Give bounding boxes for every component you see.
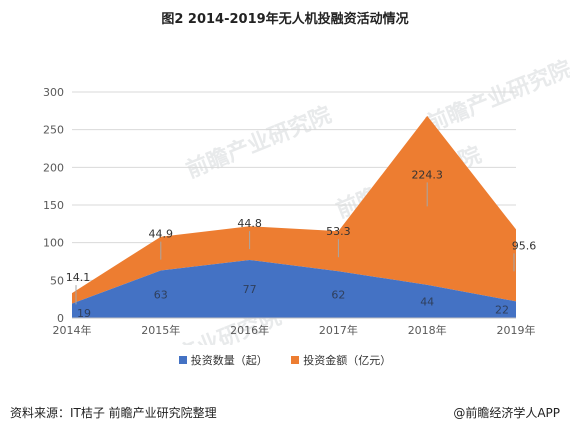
area-series-investment-count — [72, 259, 516, 318]
x-tick-label: 2015年 — [141, 323, 180, 337]
data-label-amount: 224.3 — [411, 168, 443, 181]
source-note: 资料来源：IT桔子 前瞻产业研究院整理 — [10, 406, 217, 420]
data-label-count: 44 — [420, 295, 434, 308]
y-tick-label: 0 — [57, 312, 64, 325]
y-tick-label: 50 — [50, 274, 64, 287]
legend-swatch-icon — [178, 356, 187, 364]
data-label-amount: 44.9 — [149, 228, 174, 241]
data-label-count: 22 — [495, 304, 509, 317]
x-tick-label: 2019年 — [497, 323, 536, 337]
data-label-count: 77 — [243, 283, 257, 296]
data-label-amount: 44.8 — [237, 217, 262, 230]
legend-swatch-icon — [291, 356, 300, 364]
area-chart: 前瞻产业研究院前瞻产业研究院前瞻产业研究院前瞻产业研究院 05010015020… — [43, 56, 570, 345]
watermark-text: 前瞻产业研究院 — [423, 56, 570, 138]
chart-title: 图2 2014-2019年无人机投融资活动情况 — [161, 12, 409, 27]
x-tick-label: 2017年 — [319, 323, 358, 337]
y-axis: 0 50 100 150 200 250 300 — [43, 86, 64, 325]
legend-item-series1: 投资数量（起） — [178, 352, 268, 368]
x-axis: 2014年 2015年 2016年 2017年 2018年 2019年 — [53, 317, 536, 337]
data-label-amount: 53.3 — [326, 225, 351, 238]
y-tick-label: 100 — [43, 237, 64, 250]
data-label-count: 62 — [331, 289, 345, 302]
x-tick-label: 2014年 — [53, 323, 92, 337]
x-tick-label: 2016年 — [230, 323, 269, 337]
legend: 投资数量（起） 投资金额（亿元） — [0, 352, 570, 368]
legend-label: 投资金额（亿元） — [303, 354, 392, 367]
data-labels: 19 63 77 62 44 22 14.1 44.9 44.8 53.3 224.3 95.6 — [66, 168, 537, 319]
y-tick-label: 150 — [43, 199, 64, 212]
brand-label: @前瞻经济学人APP — [453, 406, 560, 420]
y-tick-label: 250 — [43, 124, 64, 137]
x-tick-label: 2018年 — [408, 323, 447, 337]
data-label-amount: 95.6 — [512, 239, 537, 252]
data-label-count: 19 — [77, 307, 91, 320]
area-series-investment-amount — [72, 115, 516, 304]
data-label-count: 63 — [154, 288, 168, 301]
y-tick-label: 200 — [43, 161, 64, 174]
data-label-amount: 14.1 — [66, 271, 91, 284]
plot-areas — [72, 115, 516, 318]
y-tick-label: 300 — [43, 86, 64, 99]
watermark-text: 前瞻产业研究院 — [183, 102, 336, 184]
legend-label: 投资数量（起） — [190, 354, 268, 367]
legend-item-series2: 投资金额（亿元） — [291, 352, 391, 368]
